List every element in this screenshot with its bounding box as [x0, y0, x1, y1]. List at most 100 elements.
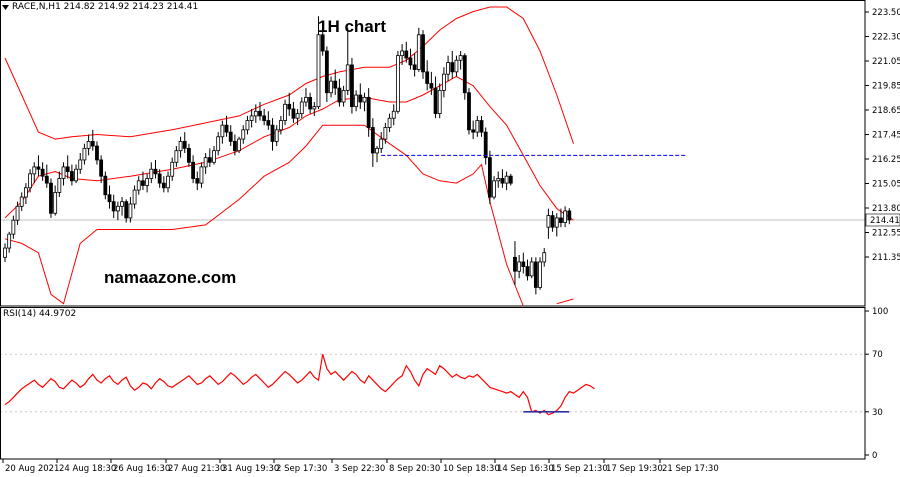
- candle-body-up: [458, 55, 463, 61]
- candle-body-down: [433, 87, 438, 114]
- time-axis-label: 8 Sep 20:30: [389, 464, 440, 473]
- price-candle: [36, 155, 41, 177]
- bollinger-lower-band: [4, 124, 524, 307]
- price-candle: [49, 178, 53, 218]
- candle-body-down: [124, 201, 129, 219]
- candle-body-up: [341, 90, 346, 103]
- price-candle: [283, 99, 287, 126]
- candle-body-down: [90, 141, 95, 147]
- rsi-line: [4, 354, 595, 416]
- candle-body-up: [362, 96, 367, 103]
- price-candle: [132, 185, 137, 209]
- candle-body-down: [358, 94, 363, 103]
- candle-body-up: [28, 173, 32, 189]
- candle-body-up: [145, 178, 150, 186]
- candle-body-down: [65, 166, 70, 172]
- rsi-axis-label: 0: [872, 451, 877, 461]
- candle-body-down: [287, 103, 292, 110]
- price-axis-label: 216.25: [872, 155, 900, 165]
- bollinger-lower-band-tail: [556, 298, 574, 305]
- price-candle: [44, 164, 49, 188]
- price-candle: [437, 83, 442, 119]
- candle-body-up: [3, 247, 7, 258]
- time-axis-label: 26 Aug 16:30: [113, 464, 170, 473]
- price-candle: [245, 115, 250, 135]
- candle-body-up: [78, 159, 83, 170]
- candle-body-down: [308, 96, 313, 110]
- symbol-info: RACE,N,H1 214.82 214.92 214.23 214.41: [12, 2, 199, 12]
- price-candle: [504, 171, 509, 191]
- candle-body-up: [170, 161, 175, 177]
- candle-body-down: [508, 175, 513, 184]
- price-candle: [166, 171, 170, 193]
- triangle-down-icon[interactable]: [2, 5, 9, 11]
- price-candle: [542, 248, 547, 267]
- price-candle: [533, 257, 538, 295]
- candle-body-down: [320, 34, 325, 52]
- candle-body-up: [212, 150, 216, 163]
- candle-body-up: [304, 96, 308, 103]
- price-candle: [74, 164, 78, 184]
- price-candle: [136, 176, 141, 195]
- price-candle: [538, 257, 542, 290]
- price-candle: [270, 118, 275, 151]
- price-candle: [212, 146, 216, 165]
- price-candle: [366, 88, 371, 137]
- time-axis-label: 10 Sep 18:30: [443, 464, 500, 473]
- price-candle: [7, 231, 12, 253]
- price-candle: [107, 185, 112, 209]
- candle-body-up: [387, 117, 392, 128]
- price-candle: [404, 41, 409, 63]
- candle-body-up: [496, 178, 501, 182]
- price-candle: [559, 208, 563, 228]
- candle-body-down: [412, 64, 417, 70]
- candle-body-down: [291, 108, 296, 119]
- price-candle: [500, 169, 505, 188]
- candle-body-down: [337, 87, 342, 103]
- price-candle: [40, 162, 45, 181]
- candle-body-up: [345, 64, 350, 91]
- candle-body-up: [199, 166, 204, 184]
- price-candle: [308, 92, 313, 114]
- price-candle: [249, 108, 254, 128]
- price-candle: [320, 25, 325, 56]
- price-candle: [312, 102, 317, 116]
- candle-body-down: [40, 168, 45, 177]
- candle-body-up: [178, 141, 183, 152]
- candle-body-down: [232, 141, 237, 152]
- price-candle: [433, 76, 438, 119]
- price-axis-label: 219.85: [872, 82, 900, 92]
- candle-body-down: [487, 157, 492, 198]
- price-candle: [161, 176, 166, 193]
- price-candle: [124, 199, 129, 223]
- candle-body-up: [241, 129, 246, 140]
- price-candle: [479, 115, 484, 137]
- candle-body-down: [350, 64, 354, 108]
- candle-body-up: [379, 138, 384, 149]
- time-axis-label: 27 Aug 21:30: [168, 464, 225, 473]
- candle-body-up: [166, 175, 170, 189]
- candle-body-down: [195, 178, 200, 184]
- candle-body-up: [74, 168, 78, 182]
- candle-body-down: [157, 173, 162, 184]
- price-candle: [517, 255, 522, 279]
- candle-body-up: [492, 180, 496, 198]
- candle-body-down: [425, 71, 430, 84]
- price-candle: [141, 171, 145, 191]
- candle-body-up: [253, 110, 258, 117]
- rsi-axis-label: 70: [872, 350, 883, 360]
- price-candle: [316, 16, 321, 109]
- candle-body-up: [174, 150, 179, 163]
- price-candle: [416, 27, 421, 72]
- price-candle: [65, 155, 70, 179]
- price-candle: [513, 241, 517, 286]
- price-candle: [115, 201, 120, 221]
- candle-body-up: [437, 90, 442, 114]
- price-candle: [350, 57, 354, 114]
- price-candle: [278, 115, 283, 135]
- candle-body-down: [370, 127, 375, 154]
- candle-body-up: [245, 120, 250, 131]
- price-candle: [375, 146, 379, 163]
